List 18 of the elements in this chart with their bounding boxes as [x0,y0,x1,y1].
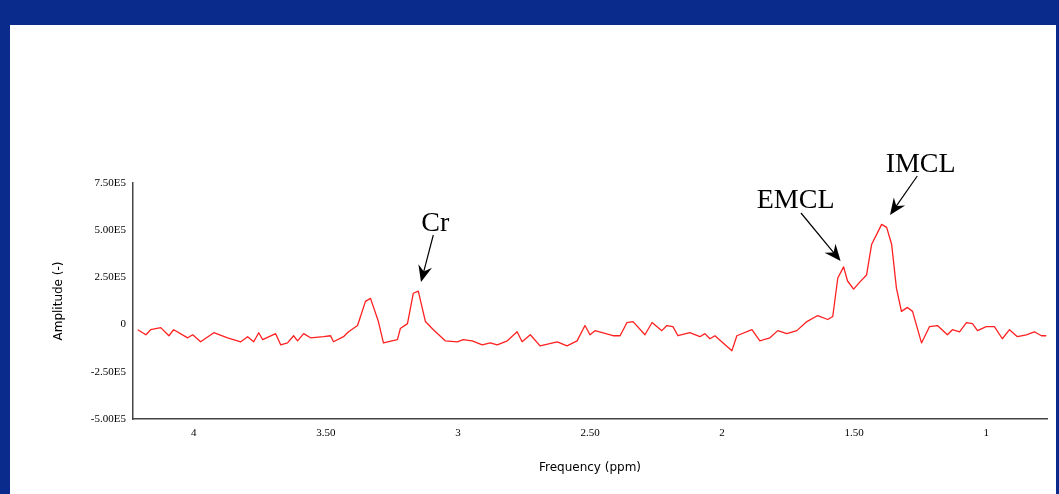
x-tick-label: 3 [455,426,462,439]
x-tick-label: 2.50 [580,426,601,439]
x-tick-label: 4 [191,426,198,439]
y-tick-label: -2.50E5 [90,364,127,377]
x-tick-label: 2 [719,426,725,439]
x-axis-title: Frequency (ppm) [538,459,642,474]
y-axis-title: Amplitude (-) [51,261,66,341]
x-tick-label: 3.50 [316,426,336,439]
annotation: IMCL [885,146,956,178]
annotation: EMCL [756,183,835,215]
x-tick-label: 1 [983,426,989,439]
y-tick-label: 2.50E5 [94,270,127,283]
y-tick-label: 5.00E5 [94,223,127,236]
annotation: Cr [421,205,450,237]
y-tick-label: 7.50E5 [94,175,127,188]
y-tick-label: 0 [120,317,127,330]
x-tick-label: 1.50 [844,426,865,439]
y-tick-label: -5.00E5 [90,411,127,424]
